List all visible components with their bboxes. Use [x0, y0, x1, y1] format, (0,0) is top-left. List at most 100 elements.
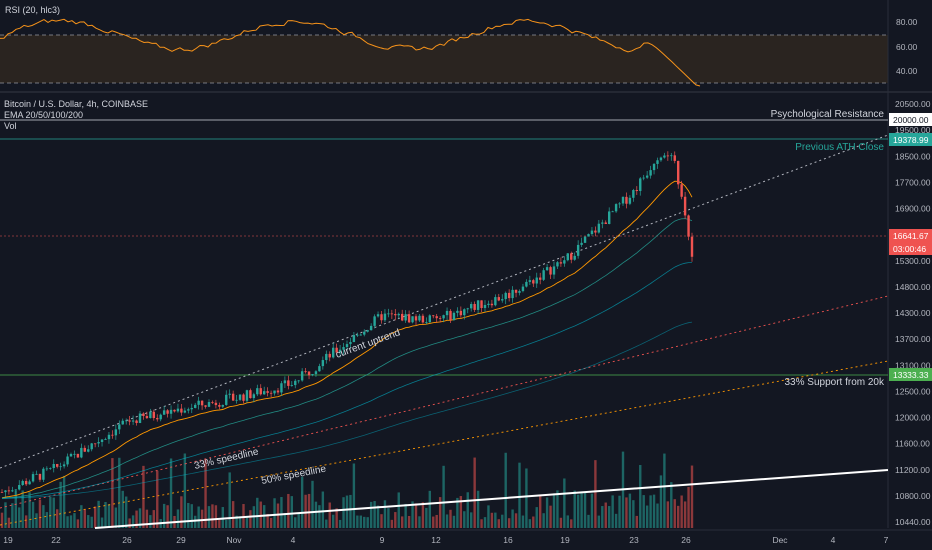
volume-bar	[73, 513, 76, 528]
volume-bar	[438, 497, 442, 528]
candle-body	[14, 489, 17, 491]
volume-bar	[663, 453, 666, 528]
price-tick: 13700.00	[895, 334, 931, 344]
candle-body	[494, 297, 497, 306]
candle-body	[601, 222, 604, 224]
candle-body	[228, 393, 231, 395]
volume-bar	[283, 513, 287, 528]
candle-body	[176, 408, 180, 412]
candle-body	[677, 160, 680, 185]
candle-body	[138, 413, 142, 423]
volume-bar	[156, 470, 159, 528]
volume-bar	[59, 481, 62, 528]
volume-bar	[666, 501, 670, 528]
candle-body	[359, 334, 362, 336]
volume-bar	[687, 487, 690, 528]
volume-bar	[639, 465, 642, 528]
candle-body	[273, 390, 276, 394]
candle-body	[211, 402, 214, 403]
volume-bar	[131, 515, 135, 528]
rsi-tick: 60.00	[896, 42, 918, 52]
volume-bar	[369, 501, 373, 528]
candle-body	[149, 411, 152, 419]
volume-bar	[325, 519, 328, 528]
candle-body	[459, 310, 463, 316]
candle-body	[297, 380, 300, 382]
date-tick: 7	[884, 535, 889, 545]
candle-body	[87, 449, 90, 452]
candle-body	[200, 400, 204, 406]
candle-body	[11, 490, 14, 492]
last-price-text: 16641.67	[893, 231, 929, 241]
ema-label[interactable]: EMA 20/50/100/200	[4, 110, 83, 120]
candle-body	[318, 366, 321, 372]
volume-bar	[145, 509, 149, 528]
volume-bar	[476, 490, 480, 528]
candle-body	[656, 160, 659, 164]
candle-body	[421, 315, 425, 323]
last-price-badge	[889, 229, 932, 255]
candle-body	[401, 313, 404, 321]
volume-bar	[583, 491, 587, 528]
candle-body	[673, 155, 676, 161]
candle-body	[621, 196, 625, 204]
psych-badge-text: 20000.00	[893, 115, 929, 125]
candle-body	[307, 371, 311, 376]
volume-bar	[218, 519, 221, 528]
candle-body	[335, 347, 338, 353]
vol-label[interactable]: Vol	[4, 121, 17, 131]
time-axis[interactable]: 19 22 26 29 Nov 4 9 12 16 19 23 26 Dec 4 7	[3, 535, 888, 545]
support-badge	[889, 368, 932, 381]
speedline-33[interactable]	[0, 295, 889, 509]
volume-bar	[125, 496, 128, 528]
candle-body	[528, 280, 532, 282]
candle-body	[173, 409, 176, 412]
candle-body	[397, 313, 400, 316]
candle-body	[545, 267, 549, 271]
volume-bar	[142, 465, 145, 528]
uptrend-line[interactable]	[0, 134, 889, 469]
volume-bar	[211, 504, 214, 528]
symbol-title[interactable]: Bitcoin / U.S. Dollar, 4h, COINBASE	[4, 99, 148, 109]
candle-body	[166, 410, 169, 414]
date-tick: Nov	[226, 535, 242, 545]
candle-body	[625, 196, 628, 204]
candle-body	[28, 481, 31, 485]
volume-bar	[228, 472, 231, 528]
price-axis[interactable]: 20500.00 19500.00 18500.00 17700.00 16900.00…	[895, 99, 931, 527]
volume-bar	[176, 509, 180, 528]
base-trendline[interactable]	[94, 469, 889, 529]
candle-body	[411, 316, 414, 323]
volume-bar	[204, 459, 207, 528]
volume-bar	[566, 515, 569, 528]
volume-bar	[111, 458, 114, 528]
candle-body	[573, 255, 576, 260]
candle-body	[214, 402, 218, 406]
volume-bar	[238, 516, 242, 528]
date-tick: 29	[176, 535, 186, 545]
rsi-tick: 40.00	[896, 66, 918, 76]
candle-body	[7, 490, 11, 492]
volume-bar	[93, 506, 97, 528]
candle-body	[311, 374, 314, 376]
candle-body	[114, 429, 118, 436]
volume-bar	[297, 512, 300, 528]
volume-bar	[680, 495, 683, 528]
volume-bar	[152, 510, 155, 528]
volume-bar	[494, 512, 497, 528]
volume-bar	[118, 457, 121, 528]
volume-bar	[318, 505, 321, 528]
speedline-50[interactable]	[0, 360, 889, 526]
volume-bar	[563, 478, 566, 528]
volume-bar	[625, 497, 628, 528]
candle-body	[225, 394, 228, 405]
volume-bar	[231, 501, 235, 528]
volume-bar	[690, 465, 694, 528]
candle-body	[490, 303, 494, 306]
volume-bar	[604, 502, 607, 528]
volume-bar	[514, 513, 518, 528]
volume-bar	[656, 503, 659, 528]
volume-bar	[356, 515, 359, 528]
volume-bar	[162, 503, 166, 528]
